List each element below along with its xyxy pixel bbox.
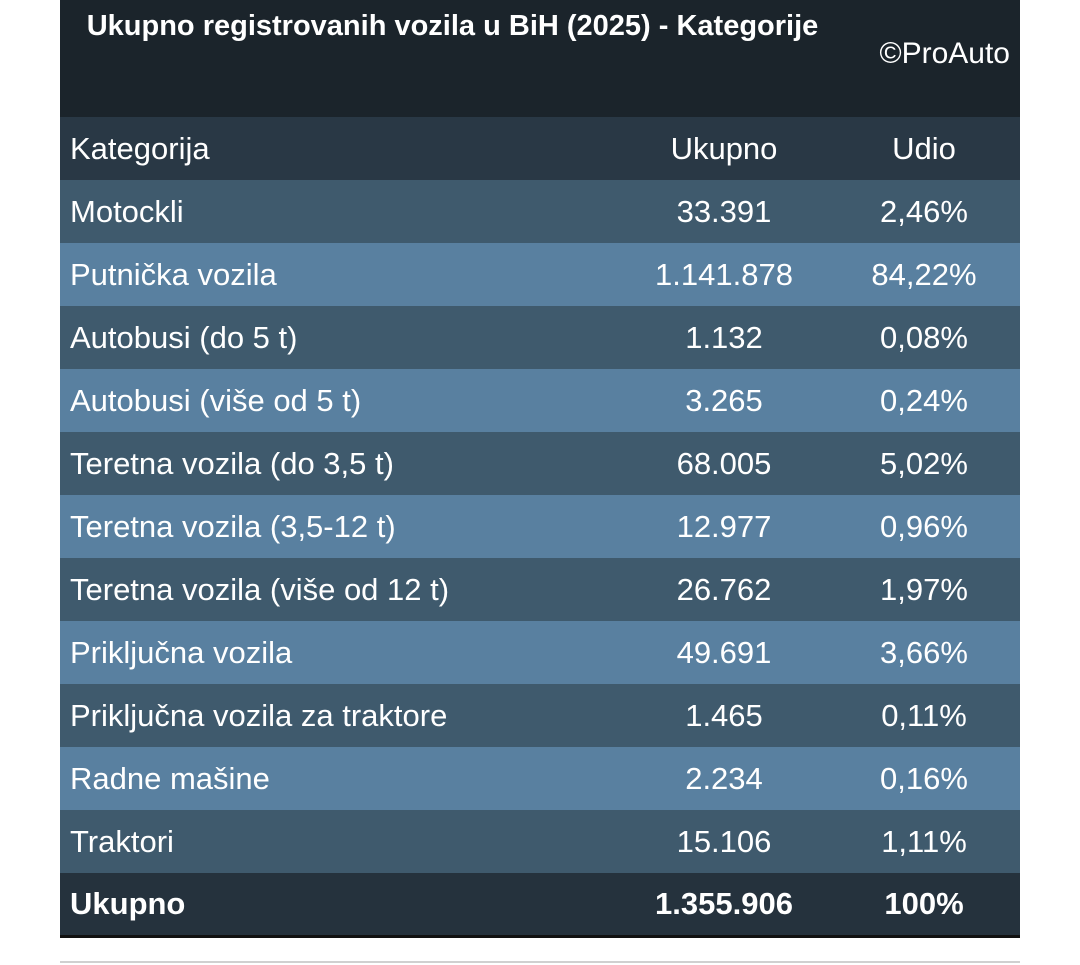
cell: 0,24% [880,382,968,418]
cell: Traktori [70,823,174,859]
cell: 49.691 [676,634,772,670]
header-row: Kategorija Ukupno Udio [60,117,1020,180]
cell: 2,46% [880,193,968,229]
table-card: Ukupno registrovanih vozila u BiH (2025)… [60,0,1020,938]
cell: Ukupno [670,130,778,166]
cell: 0,96% [880,508,968,544]
cell: 0,16% [880,760,968,796]
data-row: Radne mašine 2.234 0,16% [60,747,1020,810]
cell: Udio [892,130,956,166]
cell: Priključna vozila [70,634,293,670]
data-row: Teretna vozila (više od 12 t) 26.762 1,97% [60,558,1020,621]
cell: Autobusi (do 5 t) [70,319,298,355]
cell: 68.005 [676,445,772,481]
cell: Teretna vozila (do 3,5 t) [70,445,394,481]
cell: 1.141.878 [655,256,793,292]
cell: 2.234 [685,760,763,796]
cell: 1.132 [685,319,763,355]
cell: 15.106 [676,823,772,859]
bottom-border [60,935,1020,938]
total-row: Ukupno 1.355.906 100% [60,873,1020,935]
cell: Teretna vozila (3,5-12 t) [70,508,396,544]
data-row: Motockli 33.391 2,46% [60,180,1020,243]
cell: Teretna vozila (više od 12 t) [70,571,450,607]
data-row: Putnička vozila 1.141.878 84,22% [60,243,1020,306]
cell: 3,66% [880,634,968,670]
cell: 1,97% [880,571,968,607]
data-row: Teretna vozila (3,5-12 t) 12.977 0,96% [60,495,1020,558]
cell: Putnička vozila [70,256,277,292]
cell: 0,11% [881,697,967,733]
cell: 12.977 [676,508,772,544]
cell: Autobusi (više od 5 t) [70,382,362,418]
cell: Kategorija [70,130,210,166]
cell: Priključna vozila za traktore [70,697,448,733]
cell: 1,11% [881,823,967,859]
divider [60,961,1020,963]
cell: 26.762 [676,571,772,607]
cell: 0,08% [880,319,968,355]
table-header: Ukupno registrovanih vozila u BiH (2025)… [60,0,1020,117]
data-row: Teretna vozila (do 3,5 t) 68.005 5,02% [60,432,1020,495]
data-row: Autobusi (do 5 t) 1.132 0,08% [60,306,1020,369]
cell: Radne mašine [70,760,270,796]
data-row: Traktori 15.106 1,11% [60,810,1020,873]
cell: 5,02% [880,445,968,481]
data-row: Priključna vozila 49.691 3,66% [60,621,1020,684]
brand: ©ProAuto [879,37,1010,70]
cell: Ukupno [70,886,186,921]
cell: 33.391 [676,193,772,229]
cell: 1.465 [685,697,763,733]
cell: 3.265 [685,382,763,418]
cell: Motockli [70,193,184,229]
cell: 100% [884,886,964,921]
title: Ukupno registrovanih vozila u BiH (2025)… [86,10,819,42]
data-row: Autobusi (više od 5 t) 3.265 0,24% [60,369,1020,432]
cell: 1.355.906 [655,886,793,921]
table-body: Kategorija Ukupno Udio Motockli 33.391 2,46% P… [60,117,1020,935]
data-row: Priključna vozila za traktore 1.465 0,11% [60,684,1020,747]
cell: 84,22% [871,256,977,292]
